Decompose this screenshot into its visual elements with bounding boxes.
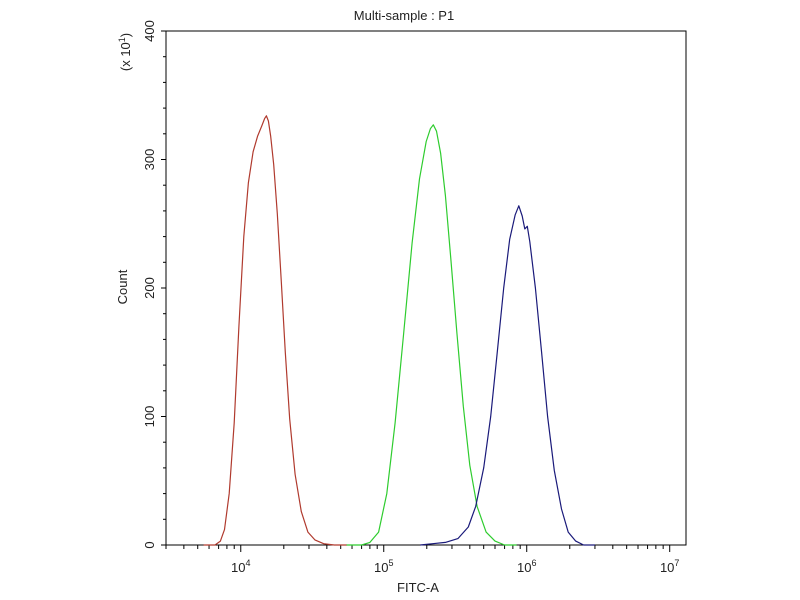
y-multiplier-label: (x 101) [117,33,133,71]
x-axis-label: FITC-A [397,580,439,595]
y-tick-label: 200 [142,277,157,299]
x-tick-label: 106 [517,558,536,575]
x-tick-label: 104 [231,558,250,575]
y-tick-label: 400 [142,20,157,42]
chart-title: Multi-sample : P1 [354,8,454,23]
y-tick-label: 100 [142,406,157,428]
x-axis: 104 105 106 107 [165,545,679,575]
x-tick-label: 107 [660,558,679,575]
histogram-line-2 [346,124,517,546]
histogram-line-3 [420,205,595,546]
y-axis-label: Count [115,269,130,304]
histogram-line-1 [203,115,347,546]
histogram-series [203,115,595,546]
y-tick-label: 0 [142,541,157,548]
y-axis: 0 100 200 300 400 [142,20,166,549]
x-tick-label: 105 [374,558,393,575]
y-tick-label: 300 [142,149,157,171]
plot-frame [165,30,687,546]
